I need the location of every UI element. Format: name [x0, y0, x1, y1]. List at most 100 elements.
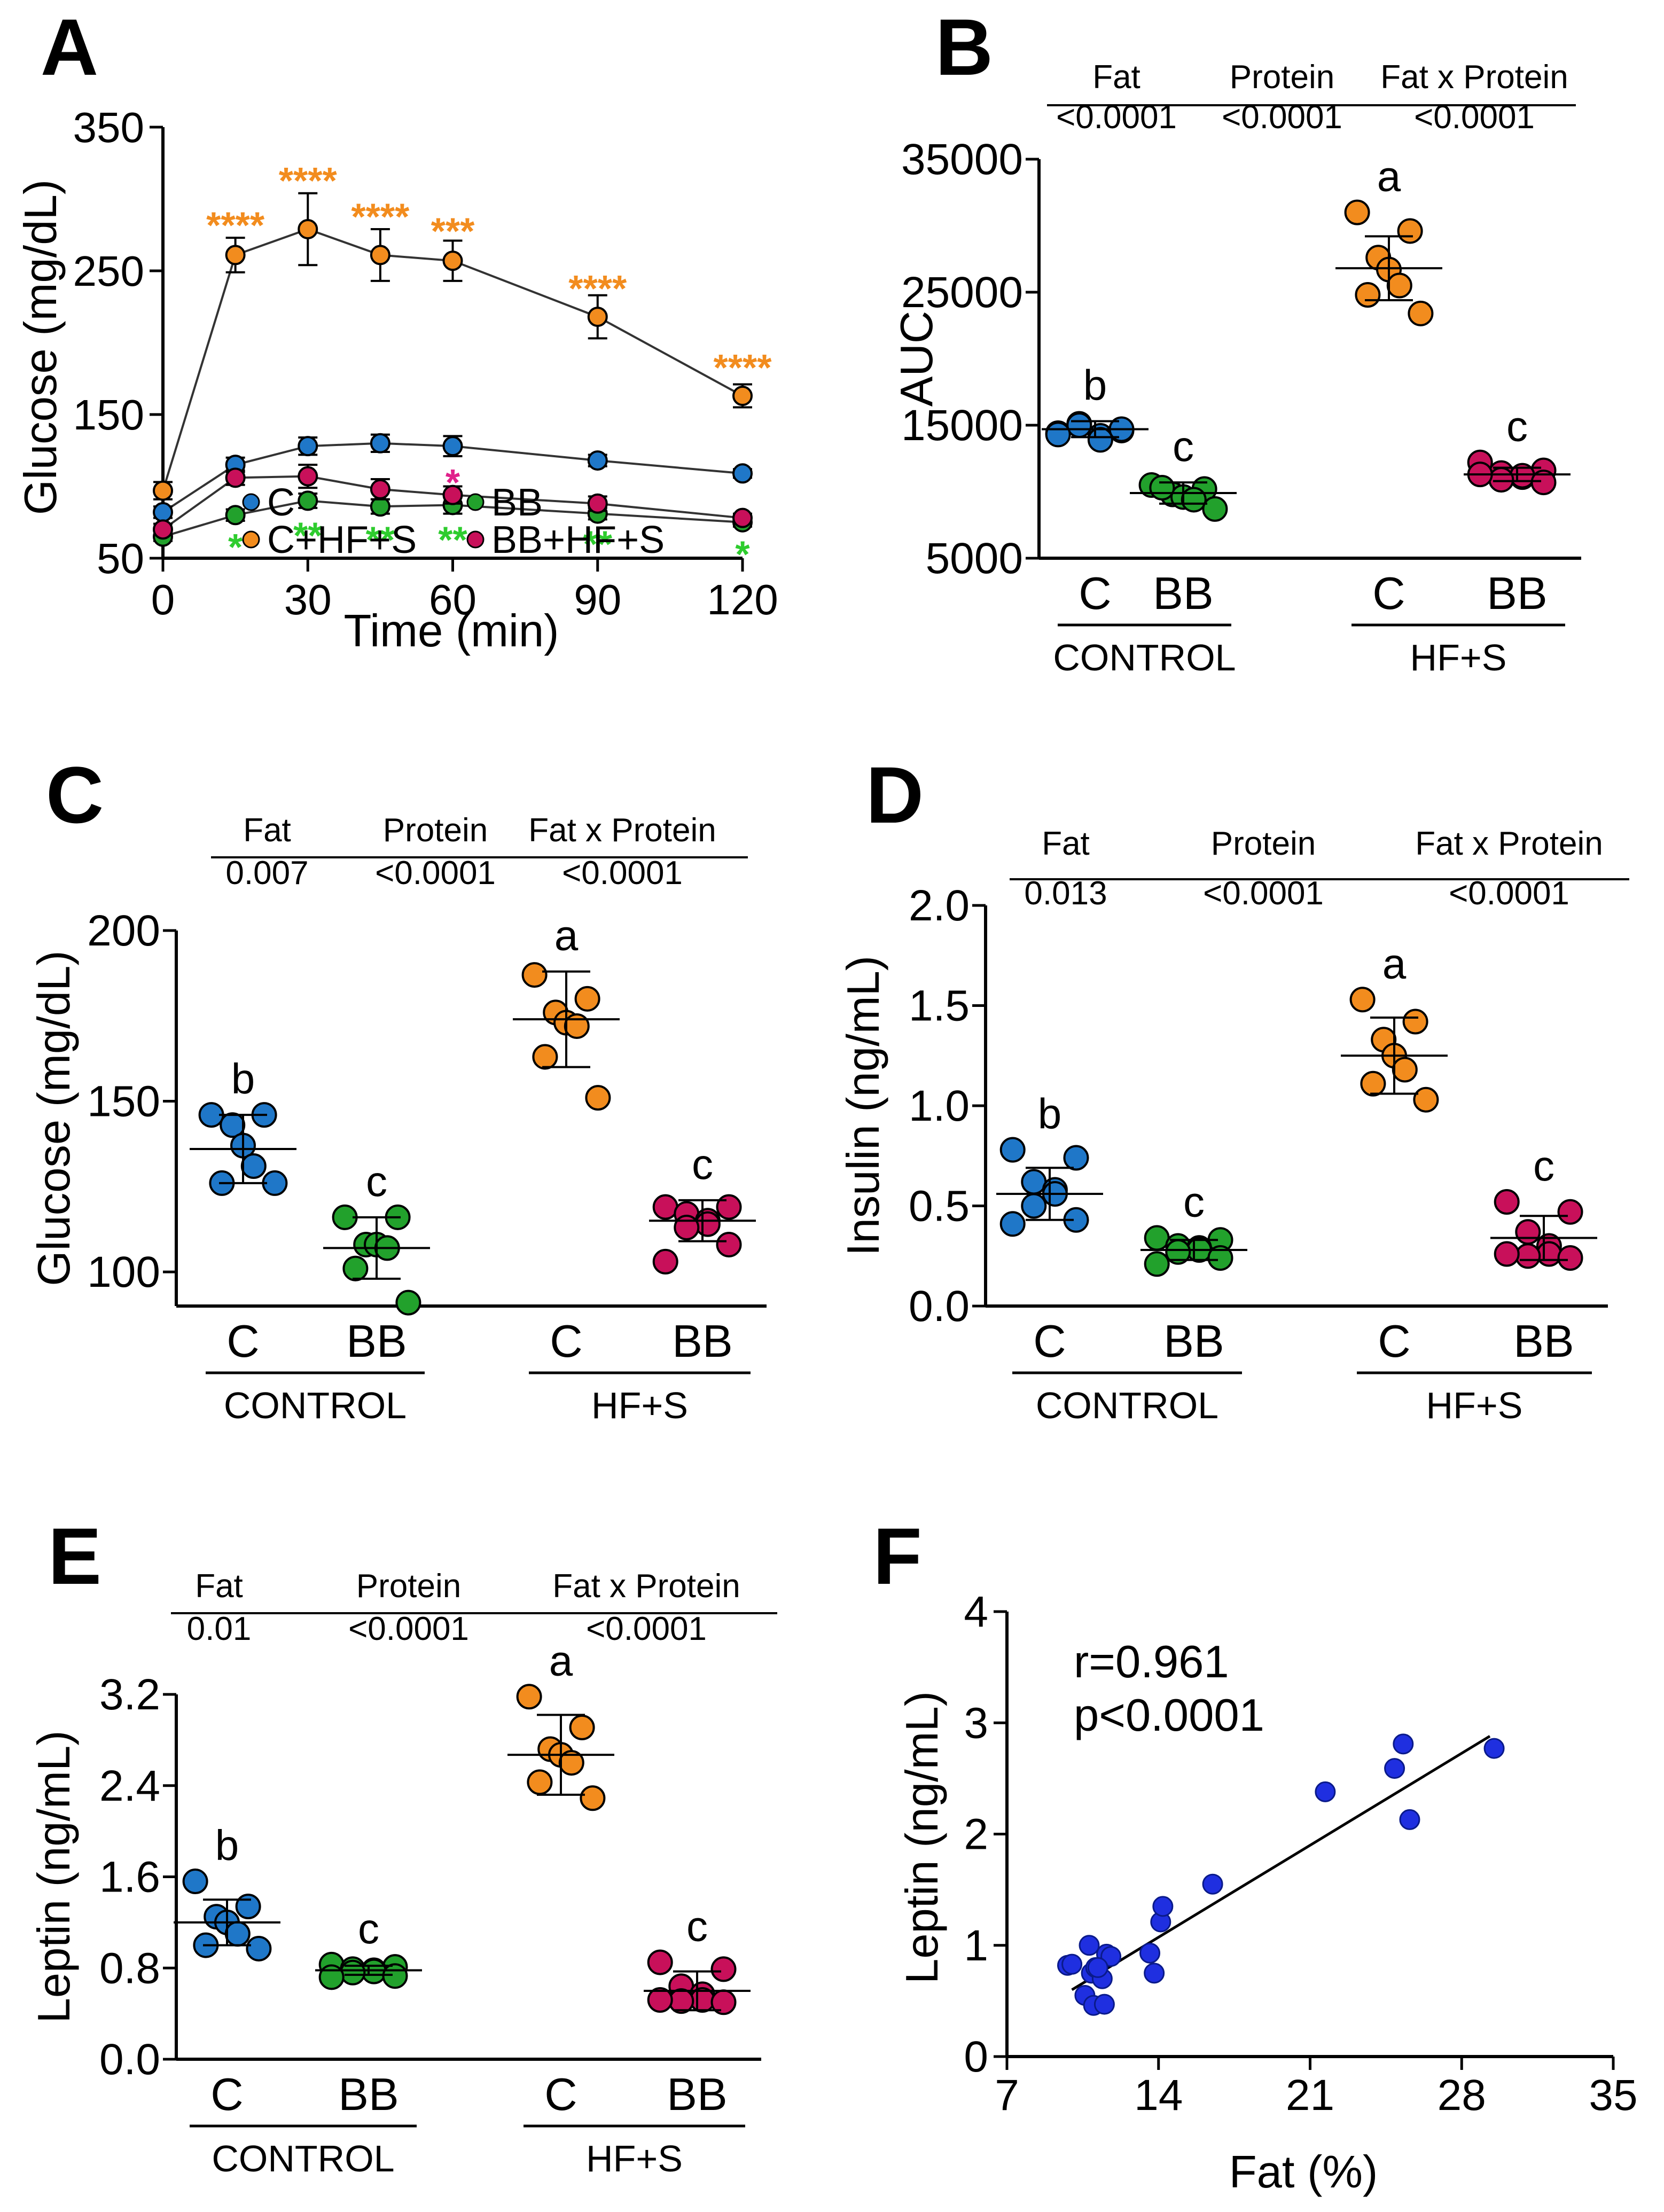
data-point-BBHFS — [1494, 1241, 1520, 1267]
significance-star: * — [446, 462, 460, 503]
significance-star: ** — [366, 519, 395, 561]
data-point-BBHFS — [674, 1215, 700, 1241]
legend-marker-CHFS — [242, 530, 260, 549]
data-point-C — [999, 1211, 1026, 1237]
significance-letter: b — [215, 1822, 239, 1869]
stats-value: <0.0001 — [1056, 99, 1177, 136]
data-point-BB — [1207, 1245, 1233, 1271]
data-point-CHFS — [1408, 300, 1434, 326]
panel-label-E: E — [48, 1511, 101, 1601]
category-label: C — [544, 2069, 577, 2120]
x-tick-label: 21 — [1286, 2071, 1334, 2120]
legend-label: C+HF+S — [267, 519, 417, 561]
y-tick-label: 0.5 — [909, 1182, 970, 1231]
data-point-BB — [1202, 496, 1228, 522]
x-axis-label: Time (min) — [344, 606, 559, 656]
data-point-CHFS — [516, 1684, 542, 1710]
data-point-CHFS — [1355, 282, 1381, 308]
panel-label-B: B — [935, 2, 993, 92]
data-point-CHFS — [558, 1750, 584, 1776]
y-tick-label: 2.0 — [909, 881, 970, 930]
significance-letter: c — [358, 1905, 379, 1952]
category-label: BB — [338, 2069, 399, 2120]
y-tick-label: 50 — [97, 535, 144, 582]
y-tick-label: 250 — [73, 247, 144, 295]
category-label: BB — [672, 1316, 732, 1367]
scatter-point — [1093, 1994, 1115, 2015]
y-tick-label: 2 — [964, 1810, 988, 1859]
y-tick-label: 150 — [73, 391, 144, 439]
significance-star: * — [735, 534, 750, 575]
stats-header: Fat x Protein — [1380, 59, 1568, 96]
category-label: BB — [1153, 568, 1213, 619]
scatter-point — [1152, 1896, 1174, 1917]
y-tick-label: 4 — [964, 1588, 988, 1636]
panel-D: D 0.0 0.5 1.0 1.5 2.0 Insulin (ng/mL) Fat Protei… — [838, 750, 1629, 1426]
scatter-point — [1079, 1935, 1100, 1956]
y-axis-label: Insulin (ng/mL) — [838, 956, 889, 1256]
data-point-BB — [1144, 1251, 1170, 1277]
data-point-CHFS — [1360, 1070, 1386, 1097]
category-label: C — [1033, 1316, 1066, 1367]
data-point-BB — [395, 1289, 421, 1316]
data-point-BBHFS — [710, 1956, 737, 1982]
significance-star: ** — [438, 519, 467, 561]
group-label: CONTROL — [224, 1385, 407, 1426]
scatter-point — [1202, 1873, 1223, 1895]
data-point-BBHFS — [370, 479, 390, 499]
significance-star: **** — [279, 160, 338, 201]
legend-marker-BB — [466, 493, 485, 511]
category-label: BB — [346, 1316, 407, 1367]
x-tick-label: 30 — [284, 576, 332, 623]
x-tick-label: 35 — [1589, 2071, 1637, 2120]
data-point-CHFS — [521, 962, 548, 988]
data-point-CHFS — [574, 986, 600, 1012]
significance-letter: c — [1506, 403, 1528, 450]
data-point-CHFS — [153, 480, 173, 501]
data-point-C — [587, 450, 608, 471]
data-point-BB — [1149, 475, 1175, 501]
y-tick-label: 1.0 — [909, 1082, 970, 1130]
panel-B: B 5000 15000 25000 35000 AUC Fat Protein Fat x P… — [892, 2, 1581, 678]
data-point-C — [1066, 412, 1092, 438]
data-point-CHFS — [532, 1044, 558, 1070]
y-tick-label: 35000 — [901, 135, 1023, 184]
y-tick-label: 1.6 — [99, 1853, 160, 1902]
data-point-C — [246, 1935, 272, 1961]
data-point-CHFS — [527, 1769, 553, 1795]
x-tick-label: 14 — [1134, 2071, 1183, 2120]
panel-F: F 7 14 21 28 35 0 1 2 3 4 Fat (%) Leptin (ng/mL) r=0.… — [873, 1511, 1637, 2198]
category-label: C — [1079, 568, 1111, 619]
data-point-C — [732, 463, 753, 484]
stats-header: Fat — [195, 1568, 243, 1605]
data-point-BB — [1144, 1225, 1170, 1251]
group-BBHFS: c BB — [1464, 403, 1571, 619]
scatter-point — [1087, 1957, 1108, 1978]
x-tick-label: 60 — [429, 576, 476, 623]
stats-header: Fat x Protein — [552, 1568, 740, 1605]
panel-label-C: C — [46, 750, 104, 840]
significance-letter: c — [692, 1140, 713, 1188]
data-point-C — [370, 433, 390, 454]
panel-label-F: F — [873, 1511, 922, 1601]
data-point-BBHFS — [652, 1248, 678, 1275]
group-BBHFS: c BB — [644, 1903, 751, 2120]
data-point-BBHFS — [647, 1987, 673, 2013]
data-point-BBHFS — [225, 467, 246, 488]
data-point-BBHFS — [1530, 470, 1557, 496]
data-point-BB — [382, 1963, 408, 1989]
data-point-BBHFS — [1536, 1241, 1562, 1267]
data-point-CHFS — [1386, 272, 1412, 299]
significance-star: **** — [206, 205, 265, 246]
stats-value: <0.0001 — [1222, 99, 1342, 136]
stats-header: Fat x Protein — [528, 812, 716, 849]
data-point-BBHFS — [1515, 1243, 1541, 1269]
stats-header: Fat — [243, 812, 291, 849]
y-tick-label: 5000 — [926, 534, 1023, 583]
data-point-BBHFS — [716, 1231, 742, 1257]
data-point-BB — [298, 490, 318, 511]
group-label: HF+S — [1426, 1385, 1523, 1426]
significance-letter: a — [1377, 153, 1401, 200]
group-C: bC — [190, 1055, 296, 1367]
group-CHFS: aC — [1341, 940, 1448, 1367]
